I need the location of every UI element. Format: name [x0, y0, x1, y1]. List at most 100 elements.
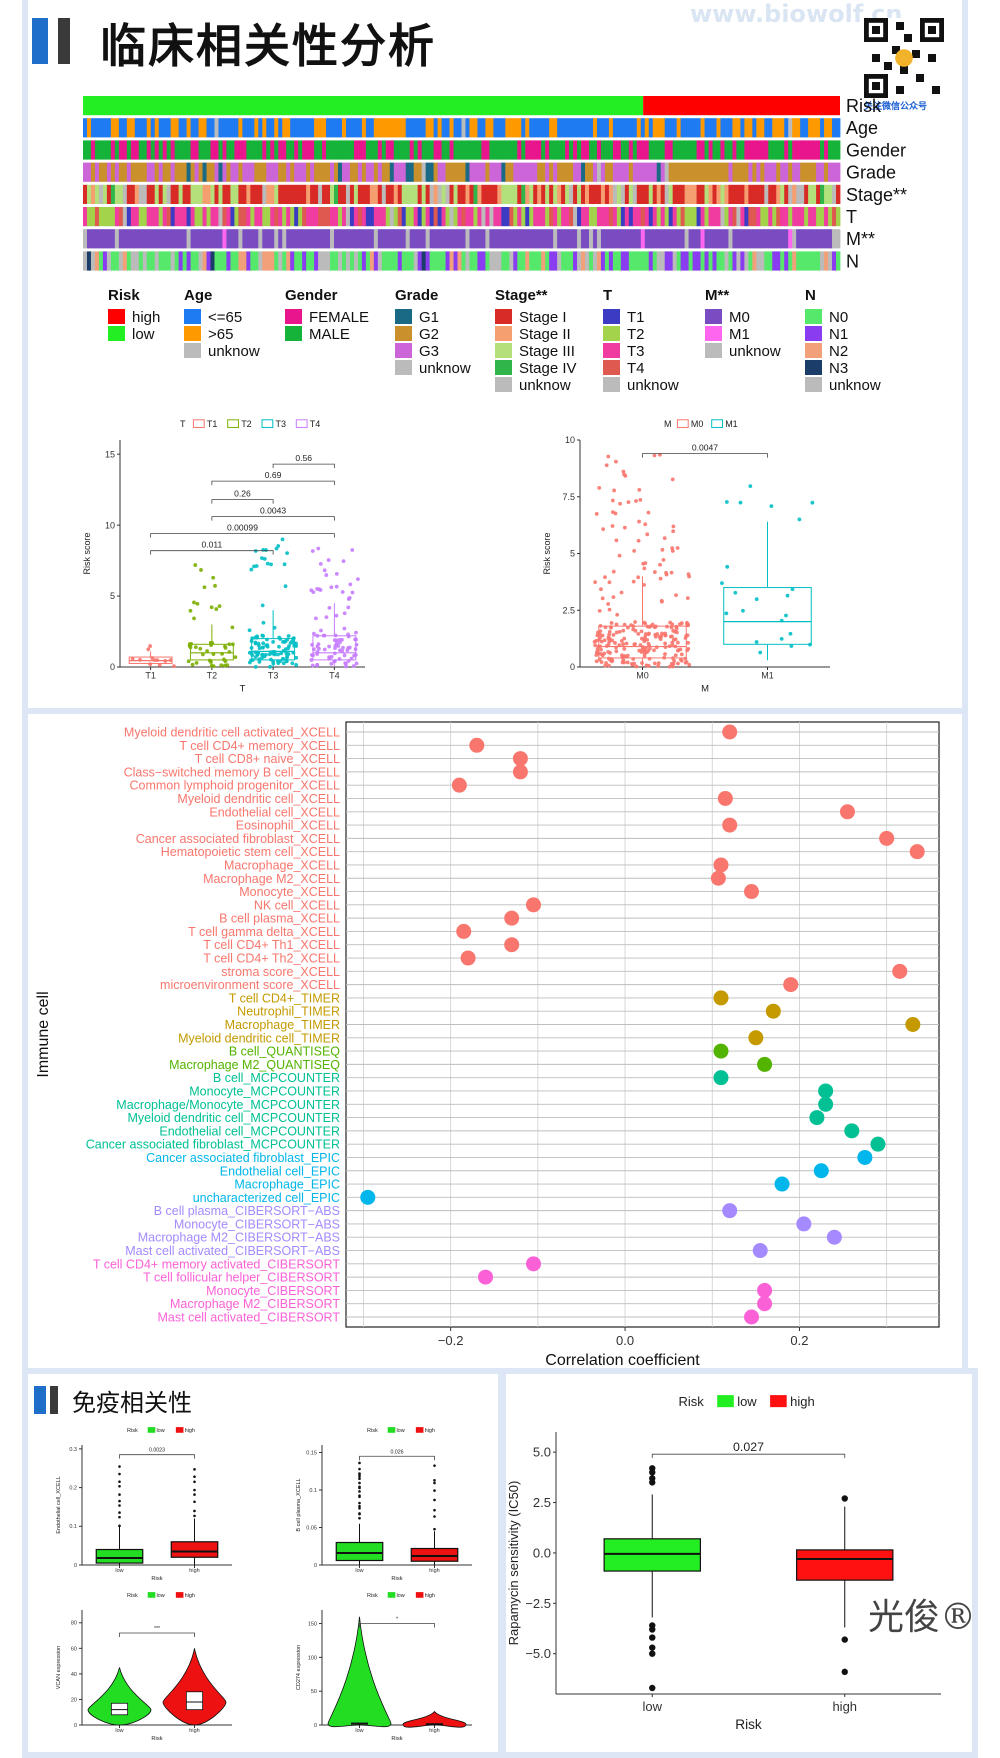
- heatmap-cell: [752, 251, 757, 271]
- heatmap-cell: [433, 251, 438, 271]
- jitter-point: [327, 644, 332, 649]
- jitter-point: [146, 647, 151, 652]
- jitter-point: [602, 651, 607, 656]
- correlation-point: [512, 751, 528, 767]
- heatmap-cell: [553, 229, 558, 249]
- heatmap-cell: [198, 140, 203, 160]
- jitter-point: [614, 630, 619, 635]
- jitter-point: [645, 650, 649, 654]
- heatmap-cell: [756, 229, 761, 249]
- heatmap-cell: [461, 184, 466, 204]
- legend-label: Stage II: [519, 326, 571, 343]
- subtitle-accent-blue: [34, 1386, 46, 1414]
- heatmap-cell: [282, 162, 287, 182]
- heatmap-cell: [756, 162, 761, 182]
- heatmap-cell: [636, 229, 642, 249]
- heatmap-cell: [437, 229, 442, 249]
- qr-code-icon: [864, 18, 944, 98]
- y-tick-label: 10: [565, 435, 575, 445]
- jitter-point: [632, 549, 637, 553]
- heatmap-cell: [716, 207, 721, 227]
- jitter-point: [674, 593, 678, 598]
- cell-label: Cancer associated fibroblast_XCELL: [136, 832, 340, 846]
- cell-label: T cell CD4+ memory_XCELL: [179, 739, 340, 753]
- heatmap-cell: [118, 118, 124, 138]
- jitter-point: [597, 486, 602, 490]
- heatmap-cell: [314, 229, 319, 249]
- box: [723, 587, 812, 645]
- heatmap-cell: [385, 140, 391, 160]
- heatmap-cell: [660, 229, 666, 249]
- significance-bracket: [272, 463, 335, 469]
- p-value-label: 0.0047: [692, 443, 718, 453]
- heatmap-cell: [644, 118, 650, 138]
- heatmap-cell: [98, 118, 104, 138]
- heatmap-cell: [262, 207, 267, 227]
- heatmap-cell: [832, 118, 837, 138]
- heatmap-cell: [453, 184, 458, 204]
- heatmap-cell: [385, 162, 391, 182]
- legend-swatch: [495, 343, 512, 358]
- heatmap-cell: [210, 229, 215, 249]
- heatmap-cell: [684, 140, 689, 160]
- heatmap-cell: [274, 162, 279, 182]
- heatmap-cell: [792, 207, 797, 227]
- heatmap-cell: [712, 162, 717, 182]
- cell-label: Endothelial cell_XCELL: [209, 805, 340, 819]
- heatmap-cell: [704, 162, 709, 182]
- heatmap-cell: [788, 140, 793, 160]
- jitter-point: [748, 484, 753, 489]
- y-tick-label: 15: [105, 449, 115, 459]
- heatmap-cell: [525, 184, 530, 204]
- heatmap-cell: [166, 229, 172, 249]
- heatmap-cell: [740, 184, 745, 204]
- y-tick-label: 5: [110, 591, 115, 601]
- heatmap-cell: [461, 251, 466, 271]
- correlation-point: [456, 923, 472, 939]
- heatmap-cell: [612, 229, 618, 249]
- outlier-point: [193, 1514, 196, 1518]
- legend-label: T1: [627, 309, 645, 326]
- jitter-point: [686, 572, 691, 576]
- jitter-point: [253, 641, 258, 646]
- heatmap-cell: [684, 207, 689, 227]
- heatmap-cell: [632, 251, 638, 271]
- heatmap-cell: [565, 207, 570, 227]
- heatmap-cell: [310, 162, 315, 182]
- heatmap-cell: [509, 229, 514, 249]
- jitter-point: [619, 590, 624, 595]
- correlation-point: [752, 1243, 768, 1259]
- legend-swatch: [495, 326, 512, 341]
- jitter-point: [664, 572, 669, 577]
- heatmap-cell: [832, 184, 837, 204]
- heatmap-cell: [214, 162, 219, 182]
- heatmap-cell: [405, 140, 411, 160]
- heatmap-cell: [628, 140, 634, 160]
- immune-boxplots-panel: [22, 1368, 504, 1758]
- jitter-point: [612, 488, 617, 493]
- heatmap-cell: [234, 140, 239, 160]
- heatmap-cell: [676, 162, 682, 182]
- heatmap-cell: [202, 184, 207, 204]
- p-value-label: 0.027: [733, 1440, 764, 1454]
- legend-label: unknow: [419, 360, 471, 377]
- heatmap-cell: [700, 140, 705, 160]
- cell-label: Cancer associated fibroblast_EPIC: [146, 1151, 340, 1165]
- outlier-point: [358, 1501, 361, 1505]
- heatmap-cell: [413, 251, 419, 271]
- heatmap-cell: [298, 162, 303, 182]
- heatmap-cell: [549, 140, 554, 160]
- heatmap-cell: [377, 118, 383, 138]
- outlier-point: [118, 1484, 121, 1488]
- heatmap-cell: [624, 184, 630, 204]
- heatmap-cell: [345, 162, 351, 182]
- heatmap-cell: [282, 229, 287, 249]
- heatmap-cell: [194, 140, 199, 160]
- heatmap-cell: [736, 140, 741, 160]
- heatmap-cell: [768, 251, 773, 271]
- heatmap-cell: [361, 140, 367, 160]
- heatmap-cell: [401, 251, 407, 271]
- legend-label: T2: [627, 326, 645, 343]
- heatmap-cell: [298, 207, 303, 227]
- correlation-point: [469, 737, 485, 753]
